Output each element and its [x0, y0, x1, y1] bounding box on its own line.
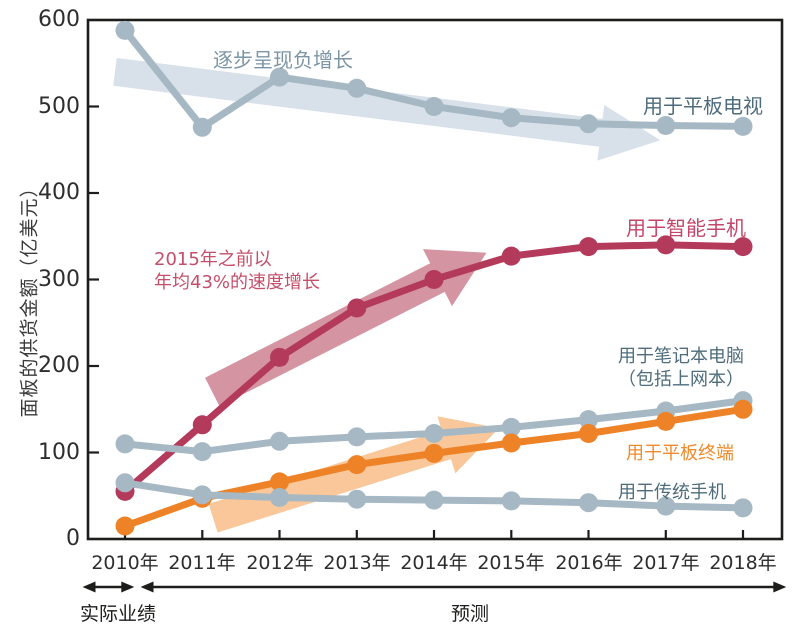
data-point-smartphone [424, 270, 444, 289]
data-point-feature-phone [270, 488, 289, 507]
annotation-growth-rate: 2015年之前以 年均43%的速度增长 [154, 248, 384, 294]
y-tick-label: 200 [38, 353, 80, 378]
timeline-forecast-arrowhead-left [140, 581, 154, 593]
data-point-flat-panel-tv [192, 117, 212, 137]
x-tick-label: 2012年 [246, 552, 314, 574]
data-point-feature-phone [347, 489, 367, 509]
timeline-actual-arrowhead-left [82, 581, 96, 593]
data-point-laptop [192, 442, 212, 462]
data-point-feature-phone [656, 496, 676, 516]
tv-decline-arrow [113, 58, 661, 161]
data-point-tablet [115, 516, 135, 536]
data-point-tablet [270, 472, 289, 492]
data-point-tablet [656, 411, 676, 431]
y-tick-label: 600 [38, 7, 80, 32]
x-tick-label: 2014年 [400, 552, 468, 574]
data-point-flat-panel-tv [115, 20, 135, 40]
data-point-laptop [424, 424, 444, 443]
y-tick-label: 0 [66, 526, 80, 551]
data-point-laptop [347, 427, 367, 447]
data-point-flat-panel-tv [656, 116, 676, 135]
data-point-smartphone [656, 235, 676, 255]
data-point-feature-phone [424, 490, 444, 510]
data-point-feature-phone [733, 498, 753, 518]
timeline-actual-arrowhead-right [121, 581, 135, 593]
data-point-smartphone [347, 298, 367, 318]
y-tick-label: 400 [38, 180, 80, 205]
data-point-flat-panel-tv [579, 114, 598, 134]
data-point-feature-phone [115, 473, 135, 493]
series-label-feature-phone: 用于传统手机 [618, 482, 726, 503]
data-point-flat-panel-tv [733, 116, 753, 136]
data-point-tablet [501, 433, 521, 453]
x-tick-label: 2011年 [168, 552, 236, 574]
series-label-flat-panel-tv: 用于平板电视 [643, 94, 763, 118]
data-point-tablet [424, 443, 444, 463]
data-point-smartphone [579, 237, 598, 257]
data-point-laptop [115, 434, 135, 454]
data-point-flat-panel-tv [501, 108, 521, 128]
y-axis-title: 面板的供货金额（亿美元） [18, 177, 41, 418]
x-tick-label: 2018年 [709, 552, 777, 574]
data-point-feature-phone [579, 493, 598, 513]
data-point-flat-panel-tv [424, 97, 444, 116]
data-point-laptop [270, 431, 289, 451]
data-point-tablet [347, 455, 367, 475]
x-tick-label: 2016年 [555, 552, 623, 574]
y-tick-label: 500 [38, 94, 80, 119]
series-label-laptop: 用于笔记本电脑 （包括上网本） [581, 345, 781, 391]
annotation-growth-rate-line2: 年均43%的速度增长 [154, 272, 321, 293]
data-point-flat-panel-tv [270, 67, 289, 87]
series-label-laptop-line2: （包括上网本） [618, 369, 744, 390]
data-point-feature-phone [192, 485, 212, 505]
data-point-feature-phone [501, 491, 521, 511]
x-tick-label: 2010年 [91, 552, 159, 574]
data-point-laptop [579, 410, 598, 430]
data-point-flat-panel-tv [347, 78, 367, 98]
data-point-smartphone [192, 415, 212, 435]
annotation-growth-rate-line1: 2015年之前以 [154, 249, 272, 270]
series-label-tablet: 用于平板终端 [626, 443, 734, 464]
series-label-laptop-line1: 用于笔记本电脑 [618, 346, 744, 367]
y-tick-label: 100 [38, 440, 80, 465]
x-tick-label: 2015年 [477, 552, 545, 574]
data-point-tablet [579, 424, 598, 443]
annotation-negative-growth: 逐步呈现负增长 [213, 48, 353, 72]
series-label-smartphone: 用于智能手机 [626, 216, 746, 240]
data-point-smartphone [733, 237, 753, 257]
timeline-forecast-label: 预测 [450, 603, 489, 625]
data-point-smartphone [501, 246, 521, 266]
x-tick-label: 2013年 [323, 552, 391, 574]
data-point-laptop [501, 417, 521, 437]
data-point-smartphone [270, 347, 289, 367]
y-tick-label: 300 [38, 267, 80, 292]
x-tick-label: 2017年 [632, 552, 700, 574]
timeline-actual-label: 实际业绩 [80, 603, 157, 625]
timeline-forecast-arrowhead-right [773, 581, 787, 593]
data-point-tablet [733, 399, 753, 419]
